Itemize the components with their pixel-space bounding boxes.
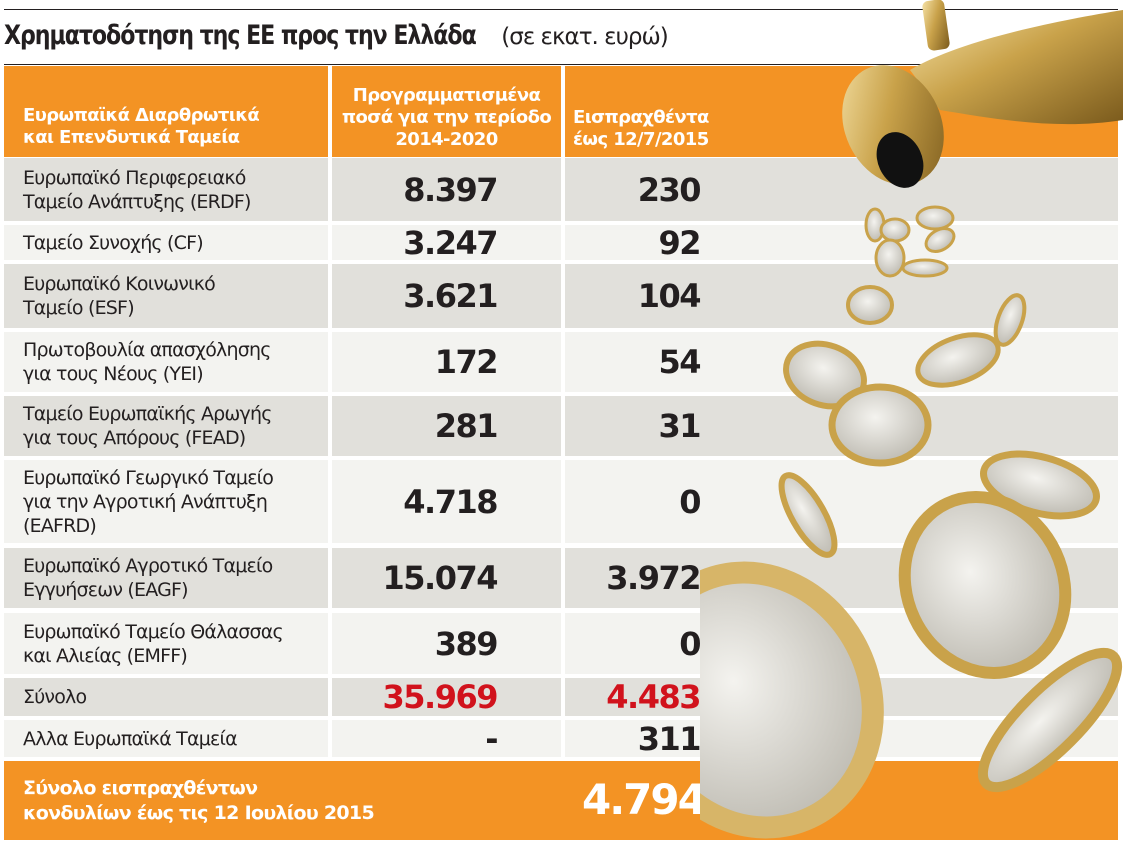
planned-value: 172 — [434, 343, 499, 381]
fund-name: Ευρωπαϊκό Κοινωνικό Ταμείο (ESF) — [23, 273, 216, 319]
planned-value: 8.397 — [403, 170, 498, 209]
received-value: 92 — [658, 223, 701, 262]
table-row: Ευρωπαϊκό Αγροτικό Ταμείο Εγγυήσεων (EAGF… — [4, 548, 1118, 608]
received-value: 54 — [658, 343, 701, 381]
received-value: 3.972 — [606, 559, 701, 597]
top-rule — [4, 9, 1118, 10]
planned-value: - — [485, 719, 498, 758]
header-col-funds: Ευρωπαϊκά Διαρθρωτικά και Επενδυτικά Ταμ… — [4, 66, 328, 157]
fund-name: Ευρωπαϊκό Γεωργικό Ταμείο για την Αγροτικ… — [23, 466, 274, 537]
received-value: 104 — [637, 277, 702, 315]
fund-name: Ταμείο Ευρωπαϊκής Αρωγής για τους Απόρους… — [23, 403, 272, 449]
fund-name: Ευρωπαϊκό Περιφερειακό Ταμείο Ανάπτυξης (… — [23, 166, 251, 213]
fund-name: Αλλα Ευρωπαϊκά Ταμεία — [23, 727, 238, 750]
table-row: Ευρωπαϊκό Κοινωνικό Ταμείο (ESF) 3.621 10… — [4, 264, 1118, 328]
received-value: 0 — [679, 482, 701, 521]
planned-total-value: 35.969 — [382, 678, 499, 716]
table-row: Ταμείο Ευρωπαϊκής Αρωγής για τους Απόρους… — [4, 396, 1118, 456]
title-rule — [4, 64, 1118, 65]
received-value: 31 — [658, 407, 701, 445]
table-row: Πρωτοβουλία απασχόλησης για τους Νέους (Y… — [4, 332, 1118, 392]
header-col-received: Εισπραχθέντα έως 12/7/2015 — [565, 66, 1118, 157]
title: Χρηματοδότηση της ΕΕ προς την Ελλάδα (σε… — [4, 20, 669, 60]
fund-name: Πρωτοβουλία απασχόλησης για τους Νέους (Y… — [23, 339, 271, 385]
table-row: Ευρωπαϊκό Γεωργικό Ταμείο για την Αγροτικ… — [4, 460, 1118, 543]
fund-name: Ευρωπαϊκό Ταμείο Θάλασσας και Αλιείας (EM… — [23, 620, 284, 667]
table-row: Αλλα Ευρωπαϊκά Ταμεία - 311 — [4, 719, 1118, 758]
page-title: Χρηματοδότηση της ΕΕ προς την Ελλάδα — [4, 20, 477, 51]
table-row: Ευρωπαϊκό Ταμείο Θάλασσας και Αλιείας (EM… — [4, 613, 1118, 674]
planned-value: 389 — [434, 624, 499, 663]
fund-name: Ταμείο Συνοχής (CF) — [23, 231, 204, 254]
fund-name: Σύνολο — [23, 686, 87, 708]
table-header: Ευρωπαϊκά Διαρθρωτικά και Επενδυτικά Ταμ… — [4, 66, 1118, 157]
fund-name: Ευρωπαϊκό Αγροτικό Ταμείο Εγγυήσεων (EAGF… — [23, 555, 273, 601]
planned-value: 3.621 — [403, 277, 498, 315]
table-row: Ταμείο Συνοχής (CF) 3.247 92 — [4, 223, 1118, 262]
table-row: Ευρωπαϊκό Περιφερειακό Ταμείο Ανάπτυξης (… — [4, 158, 1118, 221]
planned-value: 15.074 — [382, 559, 499, 597]
planned-value: 281 — [434, 407, 499, 445]
table-row-total: Σύνολο 35.969 4.483 — [4, 678, 1118, 716]
received-value: 311 — [637, 719, 702, 758]
grand-total-value: 4.794 — [582, 775, 707, 824]
grand-total-label: Σύνολο εισπραχθέντων κονδυλίων έως τις 1… — [23, 777, 375, 824]
grand-total-banner: Σύνολο εισπραχθέντων κονδυλίων έως τις 1… — [4, 761, 1118, 840]
header-col-planned: Προγραμματισμένα ποσά για την περίοδο 20… — [332, 66, 561, 157]
received-value: 230 — [637, 170, 702, 209]
received-total-value: 4.483 — [606, 678, 701, 716]
title-unit: (σε εκατ. ευρώ) — [501, 24, 668, 50]
planned-value: 3.247 — [403, 223, 498, 262]
planned-value: 4.718 — [403, 482, 498, 521]
received-value: 0 — [679, 624, 701, 663]
